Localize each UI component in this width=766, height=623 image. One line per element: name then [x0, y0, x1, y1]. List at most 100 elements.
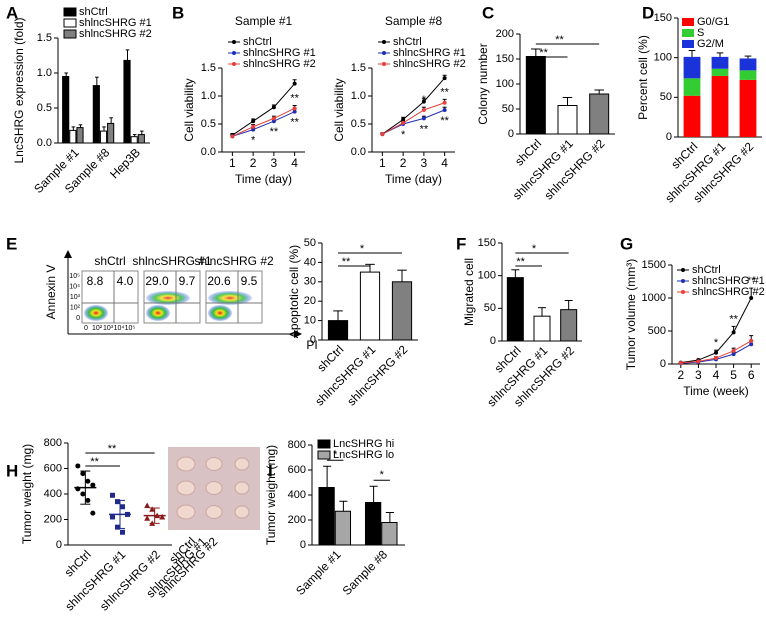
- y-tick-label: 50: [502, 103, 514, 115]
- y-tick-label: 1500: [642, 259, 666, 271]
- data-point: [120, 504, 125, 510]
- tumor: [176, 456, 196, 472]
- legend-swatch: [63, 29, 77, 39]
- y-tick-label: 200: [288, 514, 306, 526]
- quadrant-value: 9.5: [241, 274, 258, 288]
- x-tick-label: 2: [677, 368, 684, 382]
- x-tick-label: 4: [441, 156, 448, 170]
- quadrant-value: 9.7: [179, 274, 196, 288]
- quadrant-value: 20.6: [207, 274, 231, 288]
- data-point: [696, 359, 701, 364]
- data-point: [149, 506, 156, 512]
- data-point: [442, 100, 447, 105]
- legend-marker: [232, 40, 236, 44]
- y-tick-label: 10: [304, 315, 316, 327]
- bar-segment: [711, 68, 729, 76]
- chart-title: Sample #8: [385, 14, 443, 28]
- legend-swatch: [317, 439, 331, 449]
- panel-label: C: [482, 3, 494, 22]
- significance-label: **: [516, 256, 525, 268]
- bar: [560, 309, 578, 342]
- population: [146, 291, 190, 305]
- data-point: [731, 352, 736, 357]
- y-tick-label: 0: [666, 131, 672, 143]
- data-point: [731, 348, 736, 353]
- x-tick-label: 3: [695, 368, 702, 382]
- bar: [359, 271, 381, 341]
- y-axis-label: LncSHRG expression (fold): [12, 17, 26, 163]
- y-tick-label: 0.5: [37, 102, 52, 114]
- bar: [107, 122, 115, 144]
- population: [84, 305, 108, 321]
- x-tick-label: 2: [400, 156, 407, 170]
- significance-label: **: [440, 115, 449, 127]
- significance-label: **: [729, 313, 738, 325]
- legend-marker: [382, 40, 386, 44]
- legend-label: shCtrl: [243, 36, 272, 48]
- tumor: [176, 480, 196, 496]
- significance-label: **: [747, 275, 756, 287]
- bar: [92, 85, 100, 144]
- tumor: [234, 457, 250, 471]
- y-tick-label: 600: [44, 462, 62, 474]
- x-tick-label: 3: [271, 156, 278, 170]
- bar: [533, 315, 551, 342]
- significance-label: *: [714, 337, 719, 349]
- data-point: [85, 497, 91, 503]
- x-tick-label: 1: [379, 156, 386, 170]
- legend-label: G2/M: [697, 38, 724, 50]
- bar-segment: [711, 56, 729, 69]
- x-tick-label: 10⁵: [125, 325, 136, 332]
- tumor: [205, 505, 223, 519]
- y-tick-label: 0: [56, 539, 62, 551]
- legend-marker: [232, 62, 236, 66]
- y-tick-label: 50: [304, 237, 316, 249]
- quadrant-value: 29.0: [145, 274, 169, 288]
- legend-marker: [382, 62, 386, 66]
- data-point: [292, 109, 297, 114]
- y-axis-label: Tumor volume (mm³): [624, 259, 638, 371]
- significance-label: *: [401, 129, 406, 141]
- data-point: [230, 134, 235, 139]
- y-tick-label: 400: [44, 488, 62, 500]
- bar: [364, 502, 382, 546]
- legend-marker: [382, 51, 386, 55]
- data-point: [714, 356, 718, 361]
- data-point: [75, 463, 81, 469]
- data-point: [120, 529, 125, 535]
- data-point: [90, 510, 96, 516]
- x-tick-label: 4: [713, 368, 720, 382]
- data-point: [251, 124, 256, 129]
- x-tick-label: 2: [250, 156, 257, 170]
- y-tick-label: 100: [654, 52, 672, 64]
- y-axis-label: Annexin V: [44, 265, 58, 320]
- significance-label: *: [251, 135, 256, 147]
- bar: [318, 487, 335, 546]
- significance-label: **: [420, 123, 429, 135]
- data-point: [731, 330, 736, 335]
- legend-label: shlncSHRG #2: [243, 58, 316, 70]
- significance-label: **: [290, 117, 299, 129]
- bar: [76, 127, 84, 144]
- y-axis-label: Apoptotic cell (%): [287, 245, 301, 338]
- legend-label: shlncSHRG #1: [79, 17, 152, 29]
- bar-segment: [739, 70, 757, 80]
- legend-marker: [681, 290, 685, 294]
- significance-label: **: [90, 456, 99, 468]
- data-point: [80, 491, 86, 497]
- y-tick-label: 0: [310, 334, 316, 346]
- data-point: [421, 116, 426, 121]
- significance-label: *: [532, 243, 537, 255]
- data-point: [401, 117, 406, 122]
- legend-swatch: [63, 7, 77, 17]
- bar: [69, 129, 77, 144]
- panel-label: G: [620, 234, 633, 253]
- y-axis-label: Tumor weight (mg): [20, 444, 34, 544]
- tumor: [234, 481, 250, 495]
- data-point: [380, 132, 385, 137]
- series-line: [382, 102, 445, 135]
- panel-label: B: [172, 3, 184, 22]
- data-point: [714, 350, 718, 355]
- y-tick-label: 1.0: [351, 90, 366, 102]
